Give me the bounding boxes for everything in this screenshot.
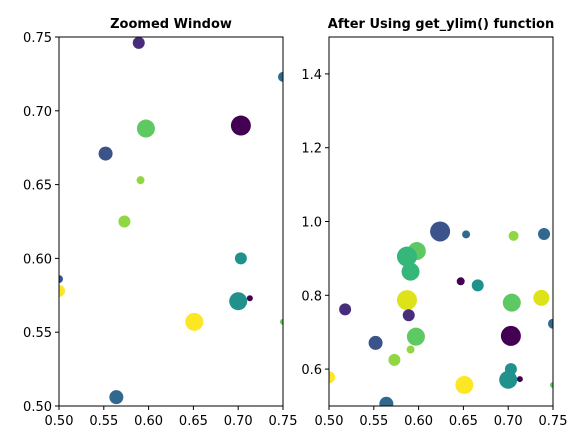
scatter-point	[339, 303, 351, 315]
scatter-point	[369, 336, 383, 350]
x-tick-label: 0.70	[494, 414, 523, 429]
scatter-point	[388, 354, 400, 366]
scatter-point	[517, 376, 523, 382]
scatter-point	[538, 228, 550, 240]
scatter-point	[137, 176, 145, 184]
scatter-point	[229, 292, 247, 310]
x-tick-label: 0.50	[315, 414, 344, 429]
x-tick-label: 0.65	[179, 414, 208, 429]
scatter-point	[407, 328, 425, 346]
scatter-point	[133, 37, 145, 49]
y-tick-label: 1.4	[301, 68, 322, 83]
x-tick-label: 0.55	[359, 414, 388, 429]
scatter-points	[53, 37, 288, 404]
y-tick-label: 0.55	[23, 326, 52, 341]
scatter-point	[247, 295, 253, 301]
y-tick-label: 0.8	[301, 289, 322, 304]
scatter-point	[472, 279, 484, 291]
subplot-1: 0.50 0.55 0.60 0.65 0.70 0.75 0.50 0.55 0.60 0.65…	[23, 17, 297, 429]
scatter-point	[407, 346, 415, 354]
axes-frame	[329, 37, 553, 406]
y-tick-label: 0.70	[23, 105, 52, 120]
subplot-2: 0.50 0.55 0.60 0.65 0.70 0.75 0.6 0.8 1.0 1.2 1.4 A…	[301, 17, 567, 429]
x-tick-label: 0.60	[404, 414, 433, 429]
x-tick-label: 0.50	[45, 414, 74, 429]
x-tick-label: 0.70	[224, 414, 253, 429]
y-tick-label: 1.2	[301, 142, 322, 157]
y-tick-label: 0.65	[23, 179, 52, 194]
scatter-point	[235, 252, 247, 264]
x-tick-label: 0.65	[449, 414, 478, 429]
scatter-point	[509, 231, 519, 241]
scatter-point	[231, 116, 251, 136]
scatter-point	[397, 290, 417, 310]
scatter-point	[533, 290, 549, 306]
scatter-point	[499, 371, 517, 389]
scatter-point	[501, 326, 521, 346]
scatter-point	[430, 221, 450, 241]
scatter-point	[99, 147, 113, 161]
y-tick-label: 0.50	[23, 400, 52, 415]
x-tick-label: 0.60	[134, 414, 163, 429]
scatter-point	[402, 263, 420, 281]
scatter-point	[503, 294, 521, 312]
scatter-point	[455, 376, 473, 394]
x-tick-label: 0.55	[89, 414, 118, 429]
axes-frame	[59, 37, 283, 406]
scatter-point	[457, 277, 465, 285]
scatter-point	[109, 390, 123, 404]
scatter-point	[118, 216, 130, 228]
y-tick-label: 0.75	[23, 31, 52, 46]
y-tick-label: 0.60	[23, 252, 52, 267]
x-tick-label: 0.75	[539, 414, 568, 429]
scatter-point	[137, 120, 155, 138]
scatter-point	[185, 313, 203, 331]
scatter-point	[462, 230, 470, 238]
scatter-points	[323, 221, 558, 410]
scatter-point	[403, 309, 415, 321]
chart-title: After Using get_ylim() function	[328, 17, 554, 32]
chart-title: Zoomed Window	[110, 17, 232, 32]
y-tick-label: 0.6	[301, 363, 322, 378]
scatter-point	[379, 397, 393, 411]
x-tick-label: 0.75	[269, 414, 298, 429]
y-tick-label: 1.0	[301, 216, 322, 231]
